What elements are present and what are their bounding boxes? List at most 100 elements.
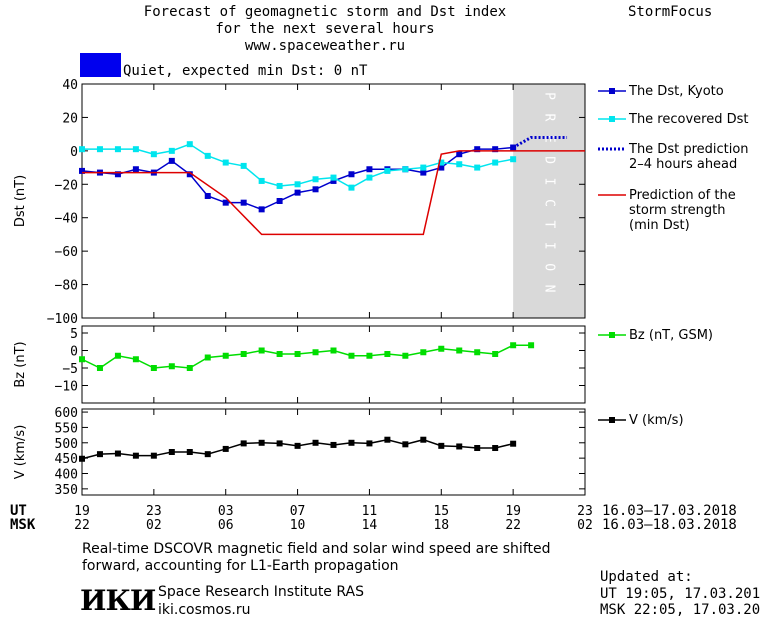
data-point	[510, 144, 517, 151]
series-line	[81, 344, 532, 369]
data-point	[312, 349, 319, 356]
data-point	[79, 167, 85, 174]
data-point	[114, 352, 121, 359]
iki-logo: ИКИ	[80, 584, 156, 617]
x-tick-label-msk: 02	[146, 518, 162, 533]
institute-url[interactable]: iki.cosmos.ru	[158, 602, 251, 618]
x-tick-label-ut: 19	[74, 504, 90, 519]
y-tick-label: 20	[62, 111, 78, 126]
data-point	[366, 174, 373, 181]
data-point	[204, 354, 211, 361]
data-point	[348, 439, 355, 446]
data-point	[492, 351, 499, 357]
y-axis-label: Dst (nT)	[13, 175, 28, 227]
x-tick-label-ut: 23	[146, 504, 162, 519]
y-tick-label: 40	[62, 78, 78, 93]
data-point	[384, 167, 391, 174]
data-point	[222, 352, 229, 359]
msk-date-range: 16.03–18.03.2018	[602, 517, 737, 533]
legend-label: The recovered Dst	[628, 112, 748, 127]
data-point	[79, 356, 85, 363]
series-line	[82, 143, 514, 189]
brand-name: StormFocus	[628, 4, 713, 20]
data-point	[79, 455, 85, 462]
data-point	[150, 452, 157, 459]
x-tick-label-msk: 10	[290, 518, 306, 533]
data-point	[276, 198, 283, 204]
prediction-letter: I	[542, 178, 557, 186]
data-point	[276, 351, 283, 357]
site-url[interactable]: www.spaceweather.ru	[244, 38, 406, 54]
updated-msk: MSK 22:05, 17.03.2018	[600, 602, 760, 618]
legend-marker	[609, 332, 615, 338]
data-point	[366, 352, 373, 359]
series-line	[81, 146, 514, 211]
y-tick-label: 0	[70, 345, 78, 360]
data-point	[132, 452, 139, 459]
data-point	[474, 445, 481, 452]
data-point	[114, 450, 121, 457]
x-tick-label-msk: 18	[433, 518, 449, 533]
data-point	[402, 352, 409, 359]
data-point	[186, 141, 193, 148]
x-tick-label-ut: 03	[218, 504, 234, 519]
data-point	[258, 347, 265, 354]
panel-frame	[81, 325, 586, 404]
data-point	[150, 365, 157, 371]
data-point	[312, 186, 319, 193]
data-point	[150, 151, 157, 158]
x-tick-label-msk: 14	[362, 518, 378, 533]
prediction-letter: P	[542, 92, 557, 100]
data-point	[258, 206, 265, 213]
data-point	[474, 349, 481, 356]
data-point	[168, 157, 175, 164]
data-point	[222, 445, 229, 452]
y-axis-label: Bz (nT)	[13, 341, 28, 387]
footer-note-line2: forward, accounting for L1-Earth propaga…	[82, 558, 399, 574]
updated-ut: UT 19:05, 17.03.2018	[600, 586, 760, 602]
data-point	[528, 342, 535, 349]
legend-label: (min Dst)	[629, 218, 690, 233]
data-point	[204, 192, 211, 199]
data-point	[438, 164, 445, 171]
data-point	[438, 442, 445, 449]
data-point	[474, 146, 481, 153]
data-point	[168, 449, 175, 455]
y-tick-label: −5	[62, 362, 78, 377]
data-point	[294, 442, 301, 449]
data-point	[96, 451, 103, 458]
prediction-letter: N	[542, 285, 557, 293]
data-point	[132, 146, 139, 153]
series-line	[512, 135, 568, 149]
y-tick-label: 400	[55, 468, 78, 483]
data-point	[294, 181, 301, 188]
data-point	[240, 351, 247, 357]
data-point	[204, 152, 211, 159]
data-point	[222, 159, 229, 166]
y-tick-label: 5	[70, 327, 78, 342]
data-point	[294, 189, 301, 196]
series-line	[82, 150, 585, 236]
data-point	[258, 439, 265, 446]
data-point	[510, 440, 517, 447]
data-point	[348, 184, 355, 191]
x-tick-label-msk: 22	[74, 518, 90, 533]
y-tick-label: 350	[55, 483, 78, 498]
data-point	[438, 159, 445, 166]
data-point	[186, 171, 193, 178]
institute-name: Space Research Institute RAS	[158, 584, 364, 600]
data-point	[456, 151, 463, 158]
data-point	[276, 182, 283, 189]
data-point	[510, 342, 517, 349]
chart-title-line2: for the next several hours	[215, 21, 435, 37]
y-tick-label: −60	[55, 245, 78, 260]
data-point	[96, 365, 103, 371]
data-point	[240, 162, 247, 169]
legend-label: V (km/s)	[629, 413, 684, 428]
data-point	[222, 199, 229, 206]
x-tick-label-msk: 02	[577, 518, 593, 533]
y-tick-label: −10	[55, 380, 78, 395]
x-tick-label-msk: 22	[505, 518, 521, 533]
data-point	[114, 146, 121, 153]
data-point	[492, 146, 499, 153]
